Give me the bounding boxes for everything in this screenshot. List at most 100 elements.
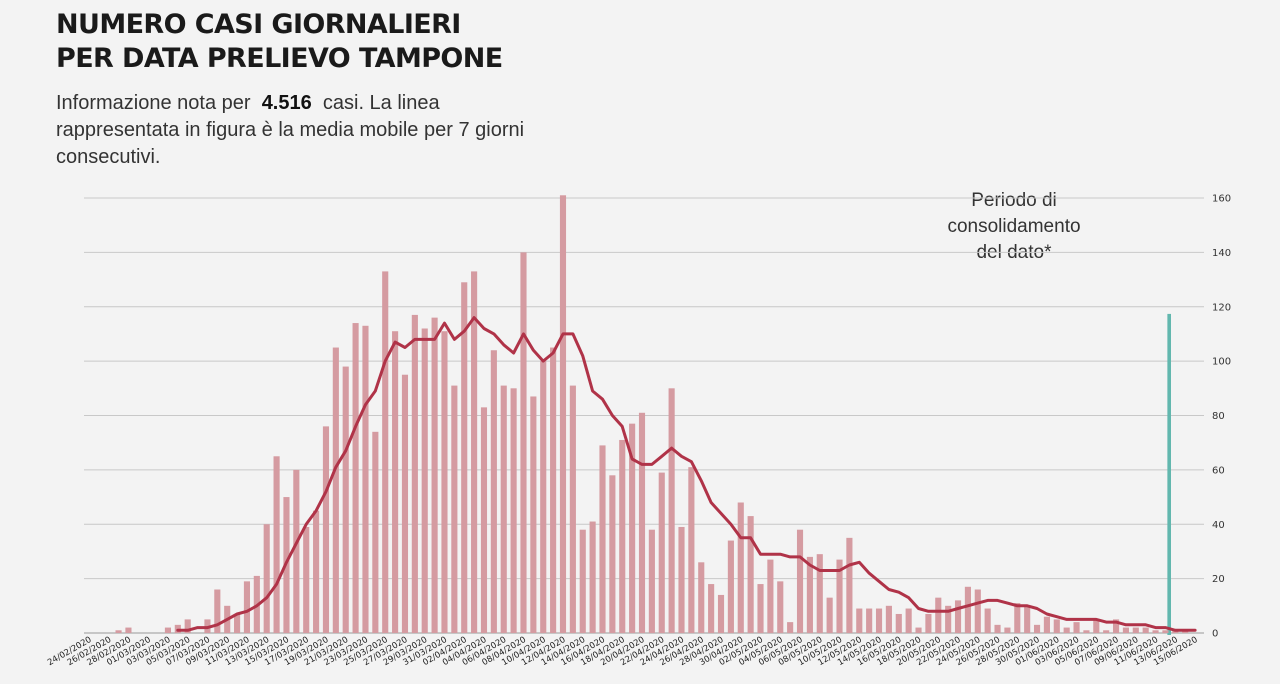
bar [500,385,507,633]
bar [421,328,428,633]
bar [974,589,981,633]
daily-cases-chart: 0 20 40 60 80 100 120 140 160 24/02/202026/02/20… [46,194,1231,669]
y-tick-label: 0 [1212,629,1218,640]
bar [875,608,883,633]
bar-series [115,195,1189,633]
bar [352,323,359,633]
bar [698,562,705,633]
y-tick-label: 20 [1212,574,1225,585]
bar [668,388,675,633]
moving-average-line [176,316,1197,632]
bar [401,374,409,633]
bar [431,317,438,633]
title-line-2: PER DATA PRELIEVO TAMPONE [56,43,503,74]
bar [945,605,952,633]
bar [1093,619,1100,633]
bar [1024,605,1031,633]
bar [895,613,902,633]
bar [826,597,833,633]
bar [1162,630,1169,633]
bar [332,347,339,633]
bar [1043,616,1050,633]
line-series [176,316,1197,632]
subtitle-suffix: casi. La linea rappresentata in figura è… [56,92,525,168]
bar [303,526,310,633]
bar [273,456,280,633]
bar [471,271,478,633]
bar [313,510,320,633]
y-tick-label: 120 [1212,302,1231,313]
bar [629,423,636,633]
bar [451,385,458,633]
bar [1142,627,1149,633]
bar [717,594,725,633]
bar [796,529,804,633]
bar [954,600,962,633]
bar [1073,622,1080,633]
bar [1112,619,1120,633]
bar [925,613,932,633]
bar [1014,603,1021,633]
y-tick-label: 40 [1212,520,1225,531]
consolidation-box [1167,313,1172,635]
bar [234,613,241,633]
bar [441,331,448,633]
bar [372,431,379,633]
bar [579,529,586,633]
chart-title: NUMERO CASI GIORNALIERI PER DATA PRELIEV… [56,8,503,76]
bar [737,502,744,633]
bar [866,608,873,633]
bar [411,314,418,633]
bar [322,426,330,633]
bar [856,608,863,633]
bar [1103,630,1110,633]
subtitle-count: 4.516 [261,92,312,114]
title-line-1: NUMERO CASI GIORNALIERI [56,9,461,40]
bar [619,439,626,633]
bar [490,350,497,633]
consolidation-area [1167,313,1172,635]
bar [994,624,1001,633]
bar [559,195,567,633]
bar [589,521,596,633]
bar [787,622,794,633]
bar [520,252,527,633]
bar [1122,627,1129,633]
bar [540,361,547,633]
bar [757,584,764,633]
bar [1083,630,1090,633]
bar [1033,624,1041,633]
bar [392,331,399,633]
bar [599,445,606,633]
bar [569,385,576,633]
y-axis: 0 20 40 60 80 100 120 140 160 [1212,194,1231,640]
bar [648,529,655,633]
bar [816,554,823,633]
bar [461,282,468,633]
bar [480,407,488,633]
bar [806,556,813,633]
bar [1053,619,1060,633]
bar [885,605,892,633]
bar [362,325,369,633]
bar [708,584,715,633]
bar [767,559,774,633]
x-axis: 24/02/202026/02/202028/02/202001/03/2020… [46,635,1200,668]
bar [550,347,557,633]
bar [1004,627,1011,633]
bar [115,630,122,633]
subtitle-prefix: Informazione nota per [56,92,251,114]
bar [125,627,132,633]
bar [530,396,537,633]
bar [164,627,172,633]
bar [846,537,853,633]
y-tick-label: 160 [1212,194,1231,205]
y-tick-label: 100 [1212,357,1231,368]
bar [915,627,922,633]
bar [747,516,754,633]
bar [678,526,685,633]
y-tick-label: 80 [1212,411,1225,422]
bar [935,597,942,633]
bar [609,475,616,633]
bar [688,467,695,633]
